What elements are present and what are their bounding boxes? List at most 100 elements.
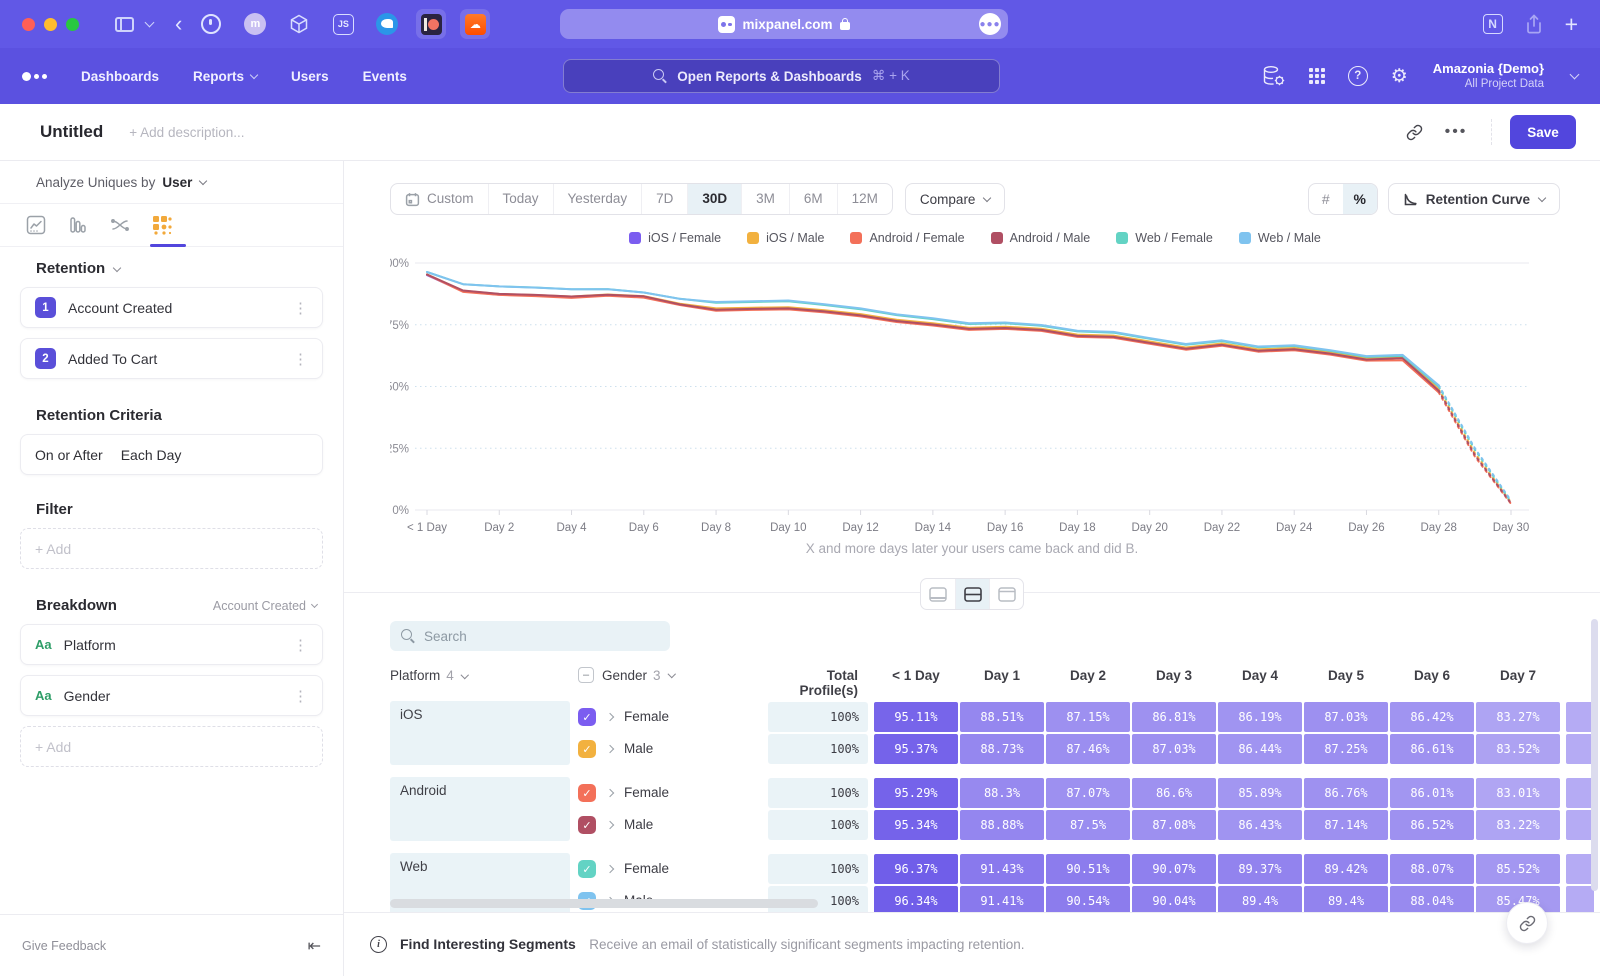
retention-cell[interactable]: 87.08%	[1132, 810, 1216, 840]
range-today[interactable]: Today	[487, 184, 553, 214]
retention-step-2[interactable]: 2 Added To Cart ⋮	[20, 338, 323, 379]
col-header-platform[interactable]: Platform 4	[390, 668, 469, 683]
retention-cell[interactable]: 86.81%	[1132, 702, 1216, 732]
legend-item[interactable]: Web / Female	[1116, 231, 1213, 245]
col-header-day[interactable]: Day 5	[1327, 668, 1365, 683]
col-header-total[interactable]: Total Profile(s)	[799, 668, 858, 698]
url-bar[interactable]: mixpanel.com ●●●	[560, 9, 1008, 39]
nav-item-dashboards[interactable]: Dashboards	[81, 68, 160, 84]
col-header-day[interactable]: Day 4	[1241, 668, 1279, 683]
soundcloud-icon[interactable]: ☁	[460, 9, 491, 39]
retention-cell[interactable]: 85.52%	[1476, 854, 1560, 884]
criteria-primary[interactable]: On or After	[35, 446, 103, 463]
chart-only-toggle[interactable]	[921, 579, 955, 609]
retention-cell[interactable]: 86.01%	[1390, 778, 1474, 808]
copy-link-icon[interactable]	[1397, 115, 1431, 149]
nav-item-users[interactable]: Users	[291, 68, 329, 84]
retention-cell[interactable]: 86.52%	[1390, 810, 1474, 840]
mixpanel-logo-icon[interactable]	[22, 71, 47, 81]
floating-share-link-button[interactable]	[1506, 902, 1548, 944]
kebab-menu-icon[interactable]: ⋮	[293, 687, 308, 705]
retention-cell[interactable]: 88.07%	[1390, 854, 1474, 884]
retention-cell[interactable]: 87.25%	[1304, 734, 1388, 764]
series-checkbox[interactable]: ✓	[578, 816, 596, 834]
give-feedback-link[interactable]: Give Feedback	[22, 938, 107, 953]
kebab-menu-icon[interactable]: ⋮	[293, 299, 308, 317]
retention-cell[interactable]: 88.04%	[1390, 886, 1474, 912]
retention-cell[interactable]: 83.52%	[1476, 734, 1560, 764]
global-search-input[interactable]: Open Reports & Dashboards ⌘ + K	[563, 59, 1000, 93]
compare-button[interactable]: Compare	[904, 183, 1006, 215]
retention-cell[interactable]: 90.07%	[1132, 854, 1216, 884]
more-actions-button[interactable]: •••	[1439, 115, 1473, 149]
series-checkbox[interactable]: ✓	[578, 708, 596, 726]
save-button[interactable]: Save	[1510, 115, 1576, 149]
flows-icon[interactable]	[110, 215, 130, 235]
notion-extension-icon[interactable]: N	[1482, 14, 1503, 34]
nav-item-events[interactable]: Events	[362, 68, 407, 84]
range-30d[interactable]: 30D	[687, 184, 742, 214]
retention-cell[interactable]: 95.29%	[874, 778, 958, 808]
retention-cell[interactable]: 90.51%	[1046, 854, 1130, 884]
apps-grid-icon[interactable]	[1308, 68, 1325, 84]
retention-criteria-card[interactable]: On or After Each Day	[20, 434, 323, 475]
range-custom[interactable]: Custom	[391, 184, 488, 214]
retention-cell[interactable]: 86.44%	[1218, 734, 1302, 764]
retention-cell[interactable]: 83.27%	[1476, 702, 1560, 732]
patreon-icon[interactable]	[416, 9, 447, 39]
criteria-secondary[interactable]: Each Day	[120, 446, 182, 463]
retention-cell[interactable]: 85.47%	[1476, 886, 1560, 912]
report-title[interactable]: Untitled	[40, 122, 104, 141]
retention-cell[interactable]: 87.03%	[1132, 734, 1216, 764]
expand-chevron-icon[interactable]	[605, 864, 615, 874]
legend-item[interactable]: iOS / Male	[747, 231, 824, 245]
retention-section-header[interactable]: Retention	[20, 260, 323, 277]
back-button[interactable]: ‹	[175, 11, 183, 36]
help-icon[interactable]: ?	[1347, 66, 1368, 86]
share-icon[interactable]	[1525, 14, 1543, 34]
breakdown-gender[interactable]: Aa Gender ⋮	[20, 675, 323, 716]
retention-cell[interactable]: 88.73%	[960, 734, 1044, 764]
col-header-day[interactable]: < 1 Day	[892, 668, 940, 683]
retention-cell[interactable]: 87.14%	[1304, 810, 1388, 840]
onepassword-icon[interactable]	[196, 9, 226, 39]
series-checkbox[interactable]: ✓	[578, 740, 596, 758]
expand-chevron-icon[interactable]	[605, 820, 615, 830]
legend-item[interactable]: Android / Male	[990, 231, 1090, 245]
retention-cell[interactable]: 83.22%	[1476, 810, 1560, 840]
retention-cell[interactable]: 89.4%	[1218, 886, 1302, 912]
new-tab-icon[interactable]: +	[1564, 10, 1578, 37]
range-7d[interactable]: 7D	[641, 184, 687, 214]
retention-cell[interactable]: 86.61%	[1390, 734, 1474, 764]
expand-chevron-icon[interactable]	[605, 744, 615, 754]
retention-cell[interactable]: 85.89%	[1218, 778, 1302, 808]
cube-icon[interactable]	[284, 9, 314, 39]
retention-cell[interactable]: 95.34%	[874, 810, 958, 840]
range-yesterday[interactable]: Yesterday	[552, 184, 642, 214]
project-switcher[interactable]: Amazonia {Demo} All Project Data	[1433, 61, 1544, 92]
legend-item[interactable]: Android / Female	[850, 231, 965, 245]
breakdown-event-selector[interactable]: Account Created	[213, 599, 319, 613]
retention-cell[interactable]: 87.03%	[1304, 702, 1388, 732]
retention-cell[interactable]: 88.3%	[960, 778, 1044, 808]
retention-cell[interactable]: 89.4%	[1304, 886, 1388, 912]
vertical-scrollbar[interactable]	[1591, 619, 1598, 891]
js-icon[interactable]: JS	[328, 9, 358, 39]
nav-item-reports[interactable]: Reports	[193, 69, 259, 84]
window-close-button[interactable]	[22, 17, 35, 31]
retention-cell[interactable]: 95.11%	[874, 702, 958, 732]
data-management-icon[interactable]	[1262, 65, 1286, 87]
col-header-day[interactable]: Day 1	[983, 668, 1021, 683]
retention-cell[interactable]: 88.88%	[960, 810, 1044, 840]
kebab-menu-icon[interactable]: ⋮	[293, 350, 308, 368]
col-header-day[interactable]: Day 6	[1413, 668, 1451, 683]
retention-cell[interactable]: 95.37%	[874, 734, 958, 764]
retention-cell[interactable]: 86.76%	[1304, 778, 1388, 808]
retention-cell[interactable]: 96.34%	[874, 886, 958, 912]
range-3m[interactable]: 3M	[741, 184, 789, 214]
count-toggle[interactable]: #	[1321, 191, 1330, 207]
retention-cell[interactable]: 86.42%	[1390, 702, 1474, 732]
retention-cell[interactable]: 86.6%	[1132, 778, 1216, 808]
chart-type-dropdown[interactable]: Retention Curve	[1387, 183, 1560, 215]
retention-cell[interactable]: 88.51%	[960, 702, 1044, 732]
